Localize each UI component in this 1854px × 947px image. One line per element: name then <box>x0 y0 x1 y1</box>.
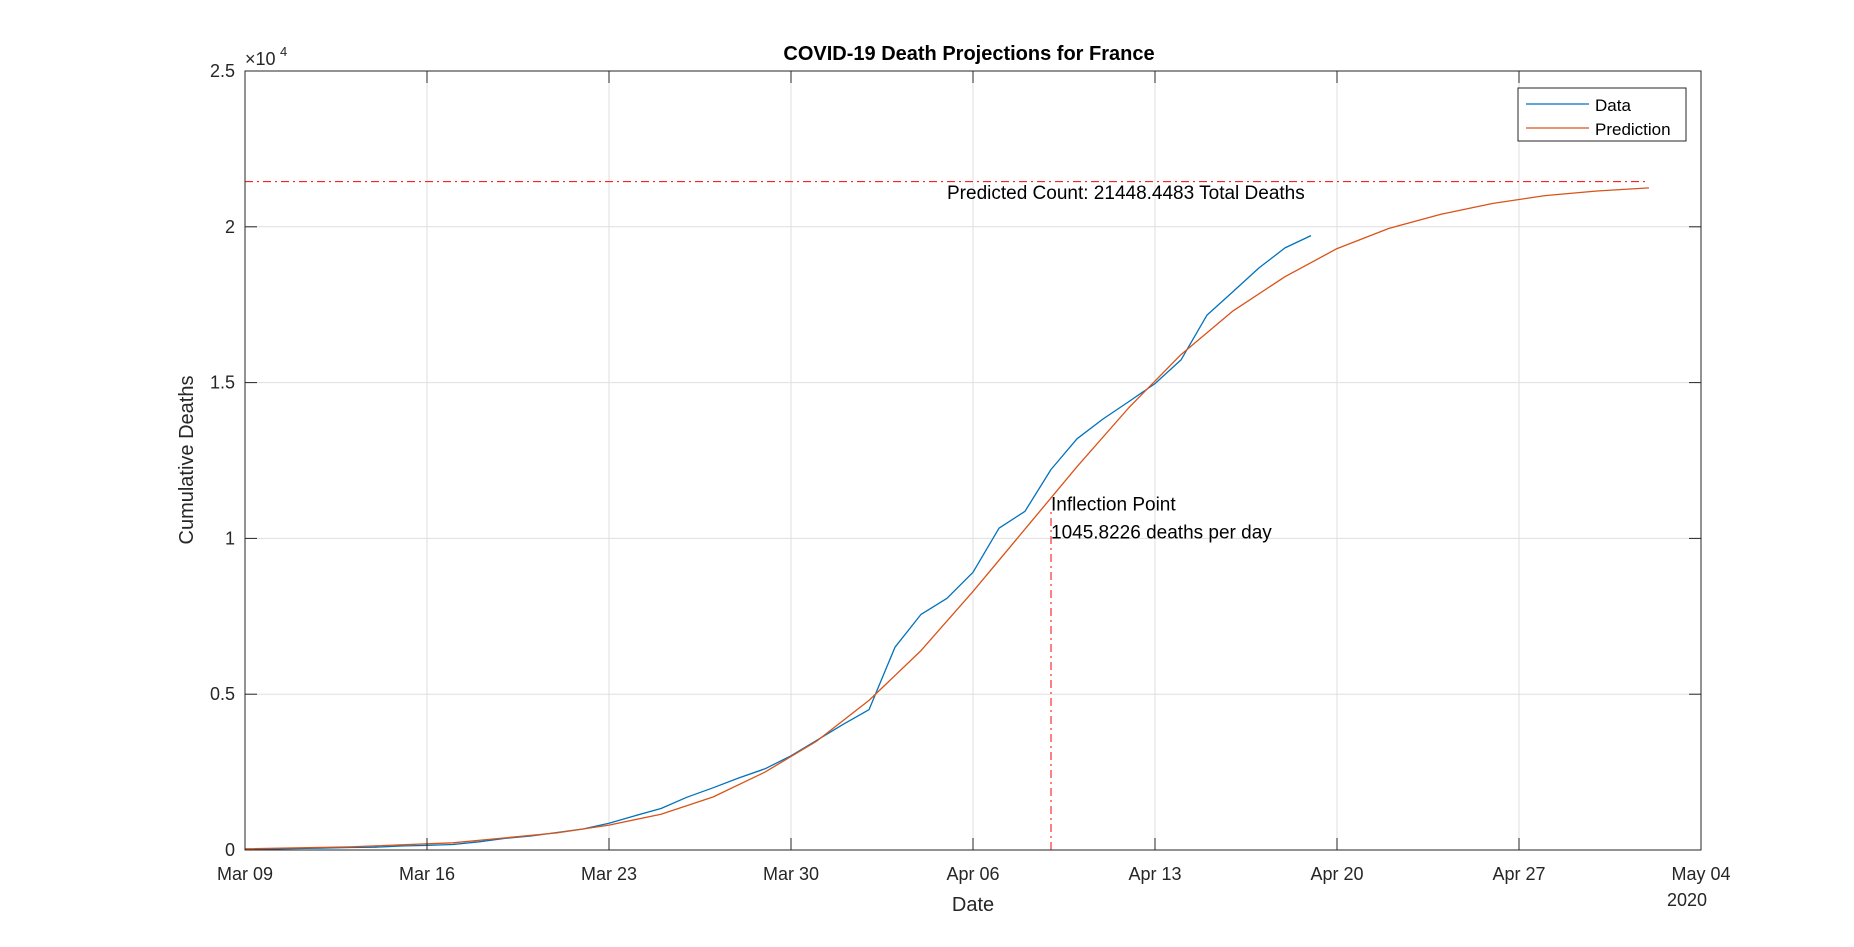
y-tick-label: 0.5 <box>210 684 235 704</box>
grid-layer <box>245 71 1701 850</box>
legend-label-data: Data <box>1595 96 1631 115</box>
annotation-layer: Predicted Count: 21448.4483 Total Deaths… <box>947 183 1305 544</box>
x-tick-labels: Mar 09 Mar 16 Mar 23 Mar 30 Apr 06 Apr 13 Apr … <box>217 864 1731 884</box>
x-tick-label: Mar 09 <box>217 864 273 884</box>
annotation-inflection-rate: 1045.8226 deaths per day <box>1051 522 1272 543</box>
x-axis-label: Date <box>952 894 994 916</box>
annotation-predicted-count: Predicted Count: 21448.4483 Total Deaths <box>947 183 1305 204</box>
x-tick-label: Apr 20 <box>1310 864 1363 884</box>
y-exponent-base: ×10 <box>245 49 276 69</box>
reference-lines <box>245 181 1649 850</box>
annotation-inflection-title: Inflection Point <box>1051 494 1176 515</box>
x-tick-label: Mar 23 <box>581 864 637 884</box>
chart-title: COVID-19 Death Projections for France <box>783 43 1154 65</box>
series-line-prediction <box>244 187 1650 850</box>
y-tick-label: 2 <box>225 217 235 237</box>
x-tick-label: Apr 13 <box>1128 864 1181 884</box>
x-tick-label: Apr 06 <box>946 864 999 884</box>
legend-box <box>1517 87 1687 142</box>
series-layer <box>244 187 1650 850</box>
y-tick-labels: 0 0.5 1 1.5 2 2.5 <box>210 61 235 860</box>
y-exponent-power: 4 <box>280 44 287 59</box>
x-tick-label: Apr 27 <box>1492 864 1545 884</box>
x-tick-label: Mar 16 <box>399 864 455 884</box>
y-tick-label: 1.5 <box>210 373 235 393</box>
year-label: 2020 <box>1667 890 1707 910</box>
y-tick-label: 1 <box>225 528 235 548</box>
legend-label-prediction: Prediction <box>1595 120 1671 139</box>
series-line-data <box>244 235 1312 850</box>
x-tick-label: Mar 30 <box>763 864 819 884</box>
y-tick-label: 2.5 <box>210 61 235 81</box>
y-axis-label: Cumulative Deaths <box>176 376 198 545</box>
x-tick-label: May 04 <box>1671 864 1730 884</box>
tick-layer <box>244 70 1702 851</box>
legend: Data Prediction <box>1517 87 1687 142</box>
y-tick-label: 0 <box>225 840 235 860</box>
